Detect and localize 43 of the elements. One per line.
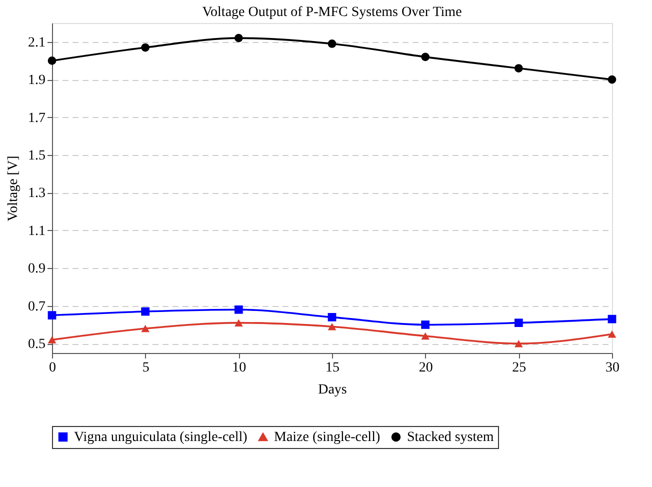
x-tick-label: 5 [142, 360, 150, 376]
y-tick-label: 1.9 [28, 73, 46, 88]
point [421, 332, 430, 340]
y-tick-label: 1.5 [28, 148, 46, 164]
point [234, 34, 243, 42]
x-axis-title: Days [318, 382, 347, 398]
point [328, 322, 336, 330]
point [608, 75, 616, 84]
point [514, 340, 523, 348]
point [608, 330, 616, 338]
x-tick-label: 0 [49, 360, 56, 376]
chart-title: Voltage Output of P-MFC Systems Over Time [202, 5, 462, 20]
y-tick-label: 2.1 [28, 35, 46, 50]
legend-label: Stacked system [407, 430, 494, 445]
x-tick-label: 20 [418, 360, 433, 376]
point [421, 320, 430, 329]
point [608, 314, 616, 324]
y-tick-label: 1.3 [28, 186, 46, 202]
point [48, 56, 56, 65]
x-tick-label: 10 [232, 360, 246, 376]
point [234, 319, 243, 326]
point [421, 52, 430, 62]
legend-label: Vigna unguiculata (single-cell) [74, 430, 248, 445]
point [48, 336, 56, 344]
point [141, 43, 150, 52]
y-tick-label: 1.7 [28, 110, 46, 126]
point [328, 40, 336, 48]
point [514, 64, 523, 72]
x-tick-label: 30 [606, 360, 620, 376]
y-tick-label: 0.5 [28, 337, 46, 352]
point [328, 312, 336, 322]
x-tick-label: 15 [326, 360, 340, 376]
x-tick-label: 25 [512, 360, 526, 376]
point [141, 307, 150, 316]
y-tick-label: 1.1 [28, 224, 46, 239]
legend-label: Maize (single-cell) [274, 430, 380, 445]
point [514, 318, 523, 328]
y-tick-label: 0.7 [28, 299, 46, 314]
y-axis-title: Voltage [V] [6, 156, 21, 222]
point [48, 311, 56, 320]
y-tick-label: 0.9 [28, 262, 46, 277]
point [234, 305, 243, 314]
point [141, 324, 150, 332]
